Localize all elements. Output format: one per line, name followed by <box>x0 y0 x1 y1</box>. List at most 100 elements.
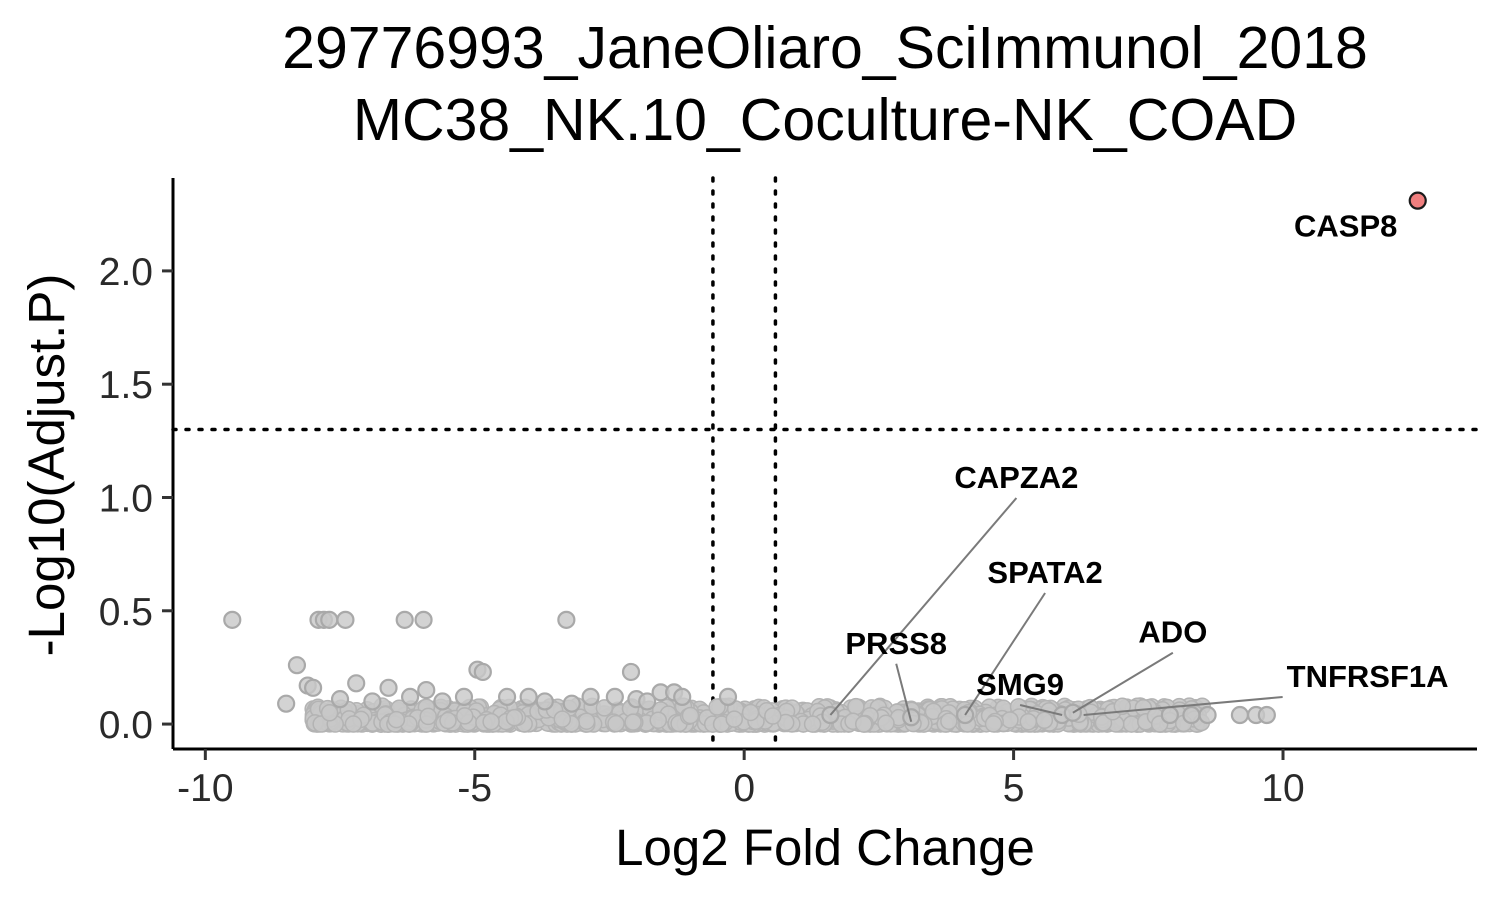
chart-title: 29776993_JaneOliaro_SciImmunol_2018 <box>282 15 1368 81</box>
data-points <box>223 191 1427 727</box>
data-point <box>624 713 642 731</box>
gene-label: TNFRSF1A <box>1287 659 1449 694</box>
data-point <box>320 610 339 629</box>
data-point <box>363 692 382 711</box>
data-point <box>557 610 576 629</box>
data-point <box>347 674 366 693</box>
data-point <box>433 692 452 711</box>
data-point <box>902 708 921 727</box>
data-point <box>562 694 581 713</box>
data-point <box>395 610 414 629</box>
y-tick-label: 1.5 <box>99 364 153 407</box>
data-point <box>303 678 323 697</box>
label-leader-line <box>1019 704 1063 716</box>
data-point <box>519 687 538 706</box>
x-tick-label: 5 <box>1003 767 1025 810</box>
y-tick-label: 0.0 <box>99 704 153 747</box>
y-axis-ticks: 0.0 0.5 1.0 1.5 2.0 <box>99 251 173 747</box>
data-point <box>1160 705 1179 725</box>
data-point <box>1182 705 1201 725</box>
gene-label: PRSS8 <box>845 626 947 661</box>
data-point <box>621 662 641 682</box>
data-point <box>287 656 307 675</box>
data-point <box>482 712 500 731</box>
data-point <box>595 699 614 717</box>
data-point <box>725 710 744 728</box>
point-cloud <box>304 697 1211 733</box>
gene-labels: CASP8 CAPZA2 PRSS8 SPATA2 SMG9 ADO TNFRSF1A <box>829 209 1449 723</box>
data-point <box>1035 711 1054 730</box>
data-point <box>984 715 1003 733</box>
threshold-lines <box>171 176 1479 751</box>
x-tick-label: 0 <box>733 767 755 810</box>
data-point <box>854 715 873 733</box>
data-point <box>1122 715 1141 733</box>
data-point <box>877 714 895 733</box>
data-point <box>924 702 943 721</box>
data-point <box>553 710 572 728</box>
label-leader-line <box>964 592 1046 716</box>
label-leader-line <box>1083 696 1283 717</box>
data-point <box>223 610 242 629</box>
y-tick-label: 1.0 <box>99 477 153 520</box>
gene-label: SPATA2 <box>987 555 1102 590</box>
data-point <box>454 687 474 706</box>
data-point <box>336 610 355 629</box>
data-point <box>708 698 726 716</box>
label-leader-line <box>895 663 913 723</box>
data-point <box>414 610 433 629</box>
data-point <box>581 687 600 706</box>
gene-label: ADO <box>1138 615 1207 650</box>
label-leader-line <box>1072 651 1174 714</box>
data-point <box>330 690 350 709</box>
data-point <box>277 694 296 713</box>
data-point <box>607 714 625 733</box>
data-point <box>455 707 474 725</box>
data-point <box>1230 705 1250 725</box>
data-point <box>320 704 339 722</box>
data-point <box>1094 714 1113 732</box>
x-axis-ticks: -10 -5 0 5 10 <box>177 749 1305 810</box>
data-point <box>847 697 865 716</box>
data-point <box>673 687 692 706</box>
data-point <box>1001 711 1019 729</box>
data-point <box>535 692 554 711</box>
data-point <box>803 715 822 733</box>
data-point <box>505 708 524 727</box>
data-point <box>344 715 363 733</box>
data-point <box>577 712 596 730</box>
y-axis-title: -Log10(Adjust.P) <box>18 274 75 657</box>
gene-label: SMG9 <box>976 667 1064 702</box>
data-point <box>1198 705 1217 725</box>
gene-label: CAPZA2 <box>954 460 1078 495</box>
data-point <box>764 707 782 725</box>
data-point <box>940 712 958 730</box>
x-axis-title: Log2 Fold Change <box>615 819 1035 876</box>
data-point <box>473 662 492 682</box>
label-leader-line <box>829 497 1018 716</box>
significant-point <box>1408 191 1427 210</box>
gene-label: CASP8 <box>1294 209 1397 244</box>
data-point <box>400 687 420 706</box>
data-point <box>1257 705 1276 725</box>
data-point <box>649 711 667 729</box>
data-point <box>417 680 436 700</box>
x-tick-label: -5 <box>457 767 492 810</box>
data-point <box>681 706 700 725</box>
data-point <box>718 687 738 706</box>
data-point <box>387 710 406 729</box>
data-point <box>605 687 624 706</box>
data-point <box>419 707 437 726</box>
data-point <box>741 703 760 722</box>
data-point <box>1019 712 1038 731</box>
x-tick-label: -10 <box>177 767 233 810</box>
y-tick-label: 0.5 <box>99 591 153 634</box>
data-point <box>638 692 657 711</box>
data-point <box>439 711 457 730</box>
data-point <box>379 678 398 697</box>
x-tick-label: 10 <box>1261 767 1304 810</box>
chart-subtitle: MC38_NK.10_Coculture-NK_COAD <box>353 87 1297 153</box>
data-point <box>497 687 517 706</box>
y-tick-label: 2.0 <box>99 251 153 294</box>
